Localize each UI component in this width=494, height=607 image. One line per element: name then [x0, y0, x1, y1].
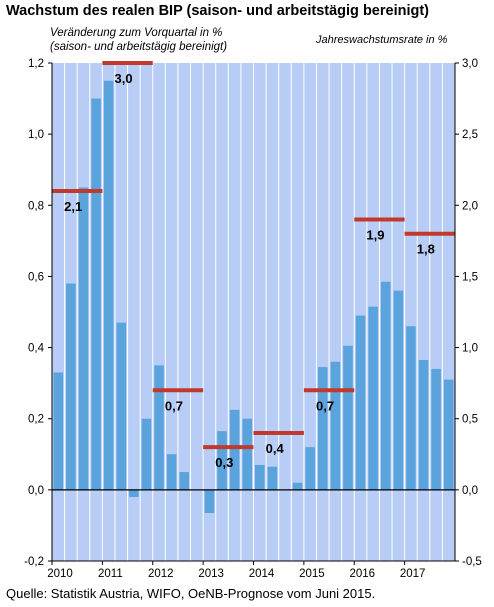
x-tick-label: 2017 [400, 568, 426, 580]
quarterly-bar [166, 454, 177, 490]
quarterly-bar [305, 447, 315, 490]
source-note: Quelle: Statistik Austria, WIFO, OeNB-Pr… [6, 586, 376, 601]
quarterly-bar [116, 322, 127, 490]
quarterly-bar [91, 98, 101, 490]
x-tick-label: 2012 [148, 568, 174, 580]
quarterly-bar [267, 466, 278, 490]
quarterly-bars [53, 80, 454, 513]
quarterly-bar [343, 345, 353, 490]
left-axis-label-line-1: Veränderung zum Vorquartal in % [50, 27, 223, 39]
quarterly-bar [229, 409, 240, 490]
right-tick-label: 1,0 [462, 343, 478, 355]
left-tick-label: 1,0 [28, 129, 44, 141]
x-tick-label: 2015 [299, 568, 325, 580]
annual-growth-label: 1,8 [417, 242, 435, 257]
annual-growth-label: 0,4 [266, 441, 285, 456]
quarterly-bar [418, 360, 429, 490]
axes: -0,2 0,0 0,2 0,4 0,6 0,8 1,0 1,2 -0,5 0,0 0,5 1,0 1,… [24, 58, 482, 580]
left-axis-label: Veränderung zum Vorquartal in % (saison-… [50, 26, 300, 54]
quarterly-bar [355, 315, 366, 490]
quarterly-bar [380, 281, 391, 490]
right-tick-label: 1,5 [462, 271, 478, 283]
quarterly-bar [217, 431, 227, 490]
gridlines [64, 63, 443, 561]
quarterly-bar [66, 283, 76, 490]
annual-growth-label: 0,7 [316, 398, 334, 413]
x-tick-label: 2014 [249, 568, 275, 580]
chart-title: Wachstum des realen BIP (saison- und arb… [6, 3, 429, 19]
quarterly-bar [242, 418, 252, 490]
left-tick-label: 0,6 [28, 271, 44, 283]
right-tick-label: -0,5 [462, 556, 482, 568]
quarterly-bar [255, 464, 265, 490]
quarterly-bar [368, 306, 378, 490]
quarterly-bar [204, 489, 215, 513]
annual-growth-label: 0,3 [215, 455, 233, 470]
quarterly-bar [53, 372, 64, 490]
annual-growth-lines: 2,1 3,0 0,7 0,3 0,4 0,7 1,9 1,8 [52, 61, 455, 470]
x-tick-label: 2013 [198, 568, 224, 580]
right-tick-label: 0,0 [462, 485, 478, 497]
quarterly-bar [141, 418, 152, 490]
left-axis-label-line-2: (saison- und arbeitstägig bereinigt) [50, 41, 228, 53]
quarterly-bar [406, 326, 416, 490]
quarterly-bar [179, 472, 190, 490]
right-tick-label: 2,0 [462, 200, 478, 212]
left-tick-label: -0,2 [24, 556, 44, 568]
quarterly-bar [431, 368, 441, 490]
quarterly-bar [78, 187, 89, 490]
left-tick-label: 0,0 [28, 485, 44, 497]
right-tick-label: 2,5 [462, 129, 478, 141]
annual-growth-label: 0,7 [165, 398, 183, 413]
left-tick-label: 0,4 [28, 343, 45, 355]
quarterly-bar [330, 361, 341, 490]
x-tick-label: 2016 [349, 568, 375, 580]
quarterly-bar [317, 367, 328, 490]
right-axis-label: Jahreswachstumsrate in % [316, 34, 448, 46]
x-tick-label: 2011 [98, 568, 123, 580]
quarterly-bar [393, 290, 404, 490]
quarterly-bar [103, 80, 114, 490]
right-tick-label: 3,0 [462, 58, 478, 70]
annual-growth-label: 1,9 [366, 228, 384, 243]
annual-growth-label: 3,0 [115, 71, 133, 86]
quarterly-bar [154, 365, 164, 490]
quarterly-bar [129, 489, 139, 497]
right-tick-label: 0,5 [462, 414, 478, 426]
left-tick-label: 0,2 [28, 414, 44, 426]
annual-growth-label: 2,1 [64, 199, 82, 214]
quarterly-bar [443, 379, 454, 490]
left-tick-label: 1,2 [28, 58, 44, 70]
quarterly-bar [292, 482, 303, 490]
x-tick-label: 2010 [47, 568, 73, 580]
left-tick-label: 0,8 [28, 200, 44, 212]
